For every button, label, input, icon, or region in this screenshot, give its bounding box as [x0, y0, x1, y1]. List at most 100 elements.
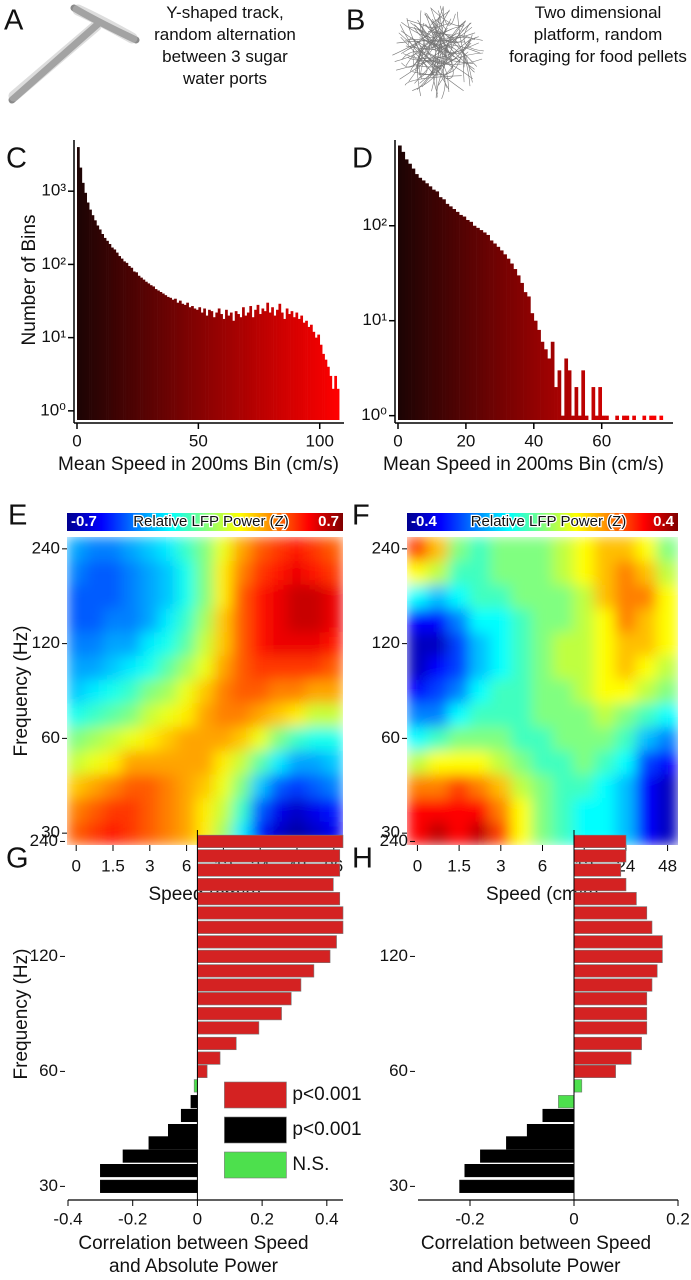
- y-tick-label: 240: [32, 538, 60, 557]
- heat-cell: [268, 773, 289, 799]
- bar: [256, 304, 260, 420]
- heat-cell: [67, 537, 86, 562]
- heat-cell: [324, 726, 343, 751]
- heat-cell: [510, 537, 533, 562]
- y-tick-label: 60: [381, 728, 400, 747]
- bar: [91, 215, 95, 420]
- trajectory: [399, 44, 448, 80]
- bar: [317, 334, 321, 420]
- heat-cell: [158, 537, 178, 562]
- x-tick-label: 0.2: [666, 1209, 690, 1228]
- bar: [560, 415, 565, 420]
- bar: [197, 920, 344, 934]
- heat-cell: [531, 773, 554, 799]
- heat-cell: [103, 702, 123, 728]
- heat-cell: [305, 607, 326, 633]
- bar: [237, 314, 240, 420]
- bar: [573, 834, 627, 849]
- bar: [632, 415, 636, 420]
- bar: [285, 308, 289, 420]
- heat-cell: [121, 654, 142, 680]
- heat-cell: [305, 726, 326, 751]
- heat-cell: [656, 749, 678, 775]
- trajectory: [457, 11, 475, 73]
- heat-cell: [427, 702, 450, 728]
- bar: [249, 306, 253, 420]
- bar: [290, 311, 294, 420]
- heat-cell: [121, 773, 142, 799]
- bar: [268, 312, 272, 420]
- bar: [147, 283, 151, 420]
- bar: [203, 308, 206, 420]
- bar: [615, 415, 619, 420]
- trajectory: [463, 22, 484, 52]
- heat-cell: [614, 726, 637, 751]
- bar: [305, 320, 308, 420]
- bar: [244, 315, 248, 420]
- bar: [197, 1064, 208, 1078]
- heat-cell: [510, 678, 533, 704]
- panel-letter: B: [346, 5, 365, 37]
- bar: [122, 1149, 198, 1163]
- bar: [197, 849, 341, 863]
- x-axis-label: Speed (cm/s): [486, 884, 599, 905]
- legend-label: N.S.: [292, 1154, 329, 1175]
- trajectory: [396, 41, 421, 50]
- x-axis-label: Correlation between Speed: [78, 1233, 308, 1254]
- trajectory: [392, 10, 440, 56]
- heat-cell: [594, 797, 616, 822]
- heat-cell: [656, 560, 678, 585]
- bar: [110, 247, 114, 420]
- heat-cell: [67, 583, 86, 609]
- heat-cell: [140, 607, 160, 633]
- heat-cell: [268, 607, 289, 633]
- bar: [336, 388, 340, 420]
- bar: [459, 214, 463, 420]
- bar: [108, 243, 112, 420]
- y-tick-label: 120: [30, 946, 58, 965]
- bar: [118, 256, 121, 420]
- heat-cell: [232, 607, 252, 633]
- legend-label: p<0.001: [292, 1119, 361, 1140]
- trajectory: [433, 33, 471, 87]
- legend-label: p<0.001: [292, 1084, 361, 1105]
- heat-cell: [121, 537, 142, 562]
- heat-cell: [121, 678, 142, 704]
- heat-cell: [594, 749, 616, 775]
- heat-cell: [140, 678, 160, 704]
- bar: [242, 307, 245, 420]
- y-tick-label: 60: [389, 1061, 408, 1080]
- heat-cell: [158, 749, 178, 775]
- heat-cell: [213, 726, 234, 751]
- heat-cell: [213, 773, 234, 799]
- panel-caption: Y-shaped track, random alternation betwe…: [154, 3, 296, 88]
- bar: [132, 271, 136, 420]
- heat-cell: [510, 560, 533, 585]
- bar: [246, 312, 250, 420]
- heat-cell: [324, 607, 343, 633]
- heat-cell: [213, 678, 234, 704]
- x-tick-label: 20: [456, 431, 475, 450]
- bar: [598, 387, 603, 420]
- heat-cell: [250, 702, 270, 728]
- bar: [503, 254, 507, 420]
- heat-cell: [635, 702, 658, 728]
- bar: [200, 312, 204, 420]
- heat-cell: [232, 583, 252, 609]
- bar: [166, 296, 170, 420]
- heat-cell: [489, 797, 512, 822]
- heat-cell: [552, 773, 575, 799]
- bar: [408, 163, 412, 421]
- bar: [86, 202, 90, 420]
- heat-cell: [84, 678, 105, 704]
- heat-cell: [121, 749, 142, 775]
- heat-cell: [594, 537, 616, 562]
- heat-cell: [158, 631, 178, 656]
- heat-cell: [140, 820, 160, 845]
- trajectory: [424, 23, 455, 36]
- heat-cell: [448, 749, 471, 775]
- legend-swatch: [224, 1151, 287, 1179]
- trajectory: [436, 27, 448, 98]
